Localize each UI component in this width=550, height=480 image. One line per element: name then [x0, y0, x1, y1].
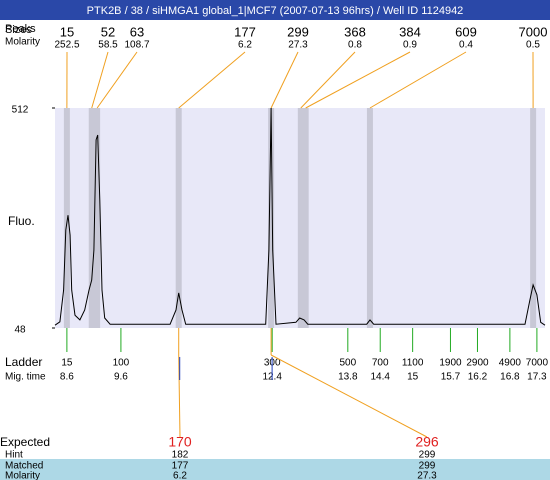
peak-band: [302, 108, 309, 328]
ladder-mig-time: 9.6: [114, 372, 128, 383]
peak-size: 368: [344, 24, 366, 39]
peak-size: 52: [101, 24, 115, 39]
matched-molarity-label: Molarity: [5, 471, 40, 480]
peak-molarity: 27.3: [288, 40, 308, 51]
peak-leader: [300, 51, 356, 109]
marks: 4851215252.55258.563108.71776.229927.336…: [12, 24, 549, 480]
peak-band: [268, 108, 275, 328]
ladder-size: 100: [113, 358, 130, 369]
ladder-size: 7000: [526, 358, 549, 369]
title: PTK2B / 38 / siHMGA1 global_1|MCF7 (2007…: [87, 5, 464, 17]
hint-size: 299: [419, 450, 436, 461]
peak-molarity: 58.5: [98, 40, 118, 51]
peak-leader: [178, 51, 246, 109]
peak-size: 15: [60, 24, 74, 39]
ladder-size: 500: [339, 358, 356, 369]
matched-label: Matched: [5, 461, 43, 472]
ladder-mig-time: 15.7: [441, 372, 461, 383]
peak-band: [63, 108, 70, 328]
expected-size: 170: [168, 434, 192, 450]
matched-band: [0, 459, 550, 480]
peak-band: [88, 108, 95, 328]
title-bar: [0, 0, 550, 20]
ladder-mig-time: 17.3: [527, 372, 547, 383]
match-connector: [178, 354, 181, 438]
matched-size: 177: [172, 461, 189, 472]
peak-size: 7000: [519, 24, 548, 39]
peak-molarity: 0.4: [459, 40, 473, 51]
peak-molarity: 108.7: [124, 40, 149, 51]
peak-leader: [305, 51, 411, 109]
peak-leader: [91, 51, 109, 109]
ladder-mig-time: 15: [407, 372, 419, 383]
ladder-size: 2900: [466, 358, 489, 369]
molarity-label: Molarity: [5, 37, 40, 48]
sizes-label: Sizes: [5, 24, 32, 36]
y-tick-label: 512: [12, 105, 29, 116]
expected-size: 296: [415, 434, 439, 450]
peak-band: [530, 108, 537, 328]
peak-size: 609: [455, 24, 477, 39]
ladder-mig-time: 16.2: [468, 372, 488, 383]
match-connector: [270, 354, 428, 438]
y-axis-label: Fluo.: [8, 214, 35, 228]
peak-band: [297, 108, 304, 328]
peak-molarity: 0.9: [403, 40, 417, 51]
peak-size: 384: [399, 24, 421, 39]
peak-molarity: 252.5: [54, 40, 79, 51]
peak-size: 63: [130, 24, 144, 39]
hint-size: 182: [172, 450, 189, 461]
peak-leader: [270, 51, 299, 109]
ladder-size: 15: [61, 358, 73, 369]
ladder-mig-time: 14.4: [370, 372, 390, 383]
peak-leader: [369, 51, 467, 109]
hint-label: Hint: [5, 450, 23, 461]
peak-band: [94, 108, 101, 328]
ladder-mig-time: 16.8: [500, 372, 520, 383]
peak-molarity: 6.2: [238, 40, 252, 51]
expected-label: Expected: [0, 435, 50, 449]
ladder-size: 1900: [439, 358, 462, 369]
ladder-size: 4900: [499, 358, 522, 369]
trace: [54, 107, 546, 326]
peak-leader: [96, 51, 138, 109]
peak-size: 299: [287, 24, 309, 39]
peak-molarity: 0.8: [348, 40, 362, 51]
matched-size: 299: [419, 461, 436, 472]
mig-time-label: Mig. time: [5, 372, 46, 383]
matched-molarity: 27.3: [417, 471, 437, 480]
peak-size: 177: [234, 24, 256, 39]
ladder-mig-time: 13.8: [338, 372, 358, 383]
ladder-mig-time: 8.6: [60, 372, 74, 383]
ladder-label: Ladder: [5, 355, 42, 369]
matched-molarity: 6.2: [173, 471, 187, 480]
peak-band: [366, 108, 373, 328]
y-tick-label: 48: [14, 325, 26, 336]
peak-molarity: 0.5: [526, 40, 540, 51]
ladder-size: 1100: [402, 358, 424, 369]
ladder-size: 700: [372, 358, 389, 369]
peak-band: [175, 108, 182, 328]
peaks-label: Peaks: [5, 23, 36, 35]
